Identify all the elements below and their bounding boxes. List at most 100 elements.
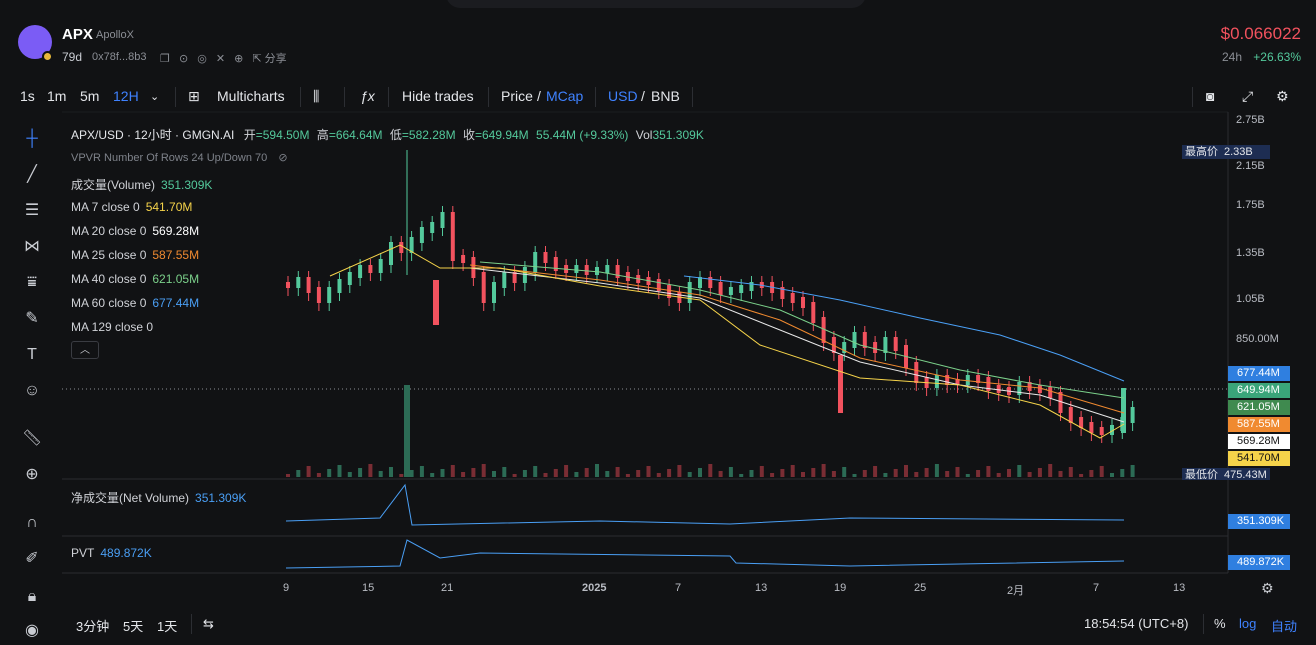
toolbar-divider bbox=[1192, 87, 1193, 107]
ma25-line bbox=[469, 264, 1125, 414]
close-value: =649.94M bbox=[474, 128, 529, 142]
atl-label: 最低价 bbox=[1185, 469, 1218, 480]
volume-bar bbox=[924, 468, 929, 477]
crosshair-icon[interactable]: ┼ bbox=[26, 130, 38, 147]
lock-icon[interactable]: 🔒︎ bbox=[27, 588, 37, 605]
candle-body bbox=[595, 267, 599, 275]
hide-trades-button[interactable]: Hide trades bbox=[402, 88, 474, 104]
log-toggle[interactable]: log bbox=[1239, 616, 1257, 631]
share-icon[interactable]: ⇱ bbox=[252, 53, 265, 65]
auto-toggle[interactable]: 自动 bbox=[1271, 619, 1298, 634]
eye-slash-icon[interactable]: ⊘ bbox=[278, 152, 288, 164]
volume-bar bbox=[502, 467, 507, 477]
net-volume-legend: 净成交量(Net Volume) 351.309K bbox=[71, 489, 246, 506]
pvt-label: PVT bbox=[71, 546, 95, 560]
magnet-icon[interactable]: ∩ bbox=[26, 514, 38, 531]
volume-bar bbox=[625, 474, 630, 477]
candle-body bbox=[461, 255, 466, 263]
interval-12h[interactable]: 12H bbox=[113, 88, 139, 104]
bottom-bar: 3分钟 5天 1天 ⇆ 18:54:54 (UTC+8) % log 自动 bbox=[0, 608, 1316, 638]
axis-settings-icon[interactable]: ⚙ bbox=[1261, 580, 1274, 596]
candle-body bbox=[873, 342, 878, 353]
pvt-legend: PVT 489.872K bbox=[71, 546, 152, 560]
x-tick-label: 7 bbox=[1093, 582, 1100, 594]
fib-icon[interactable]: ⩸ bbox=[27, 274, 37, 291]
candle-body bbox=[430, 222, 435, 233]
candle-body bbox=[378, 259, 383, 273]
candle-body bbox=[780, 287, 785, 299]
header-social-icons[interactable]: ❐ ⊙ ◎ ✕ ⊕ ⇱分享 bbox=[160, 50, 287, 66]
net-volume-line bbox=[285, 483, 1125, 526]
candle-body bbox=[419, 227, 424, 243]
legend-label: MA 20 close 0 bbox=[71, 224, 147, 238]
chart-title: APX/USD · 12小时 · GMGN.AI bbox=[71, 128, 235, 142]
percent-toggle[interactable]: % bbox=[1214, 616, 1226, 631]
candle-body bbox=[625, 272, 630, 281]
ruler-icon[interactable]: 📏︎ bbox=[21, 430, 43, 447]
candle-body bbox=[306, 277, 311, 293]
collapse-legend-button[interactable]: ︿ bbox=[71, 341, 99, 359]
volume-bar bbox=[564, 465, 569, 477]
candle-body bbox=[389, 242, 393, 265]
lock-drawing-icon[interactable]: ✐ bbox=[25, 550, 39, 567]
search-icon[interactable]: ⊙ bbox=[178, 53, 192, 65]
trend-line-icon[interactable]: ╱ bbox=[27, 166, 37, 183]
interval-dropdown-icon[interactable]: ⌄ bbox=[150, 91, 160, 103]
candle-body bbox=[358, 265, 363, 278]
text-icon[interactable]: T bbox=[27, 346, 37, 363]
volume-bar bbox=[296, 470, 301, 477]
open-label: 开 bbox=[243, 128, 256, 142]
candle-body bbox=[842, 342, 847, 353]
top-search-bar[interactable] bbox=[446, 0, 866, 8]
candle-body bbox=[502, 272, 507, 288]
candle-body bbox=[718, 282, 723, 295]
candle-type-icon[interactable]: ⫼ bbox=[313, 88, 320, 104]
interval-1m[interactable]: 1m bbox=[47, 88, 67, 104]
eye-icon[interactable]: ◉ bbox=[25, 622, 39, 639]
emoji-icon[interactable]: ☺ bbox=[23, 382, 41, 399]
share-label[interactable]: 分享 bbox=[264, 53, 287, 65]
settings-icon[interactable]: ⚙ bbox=[1276, 88, 1289, 104]
camera-icon[interactable]: ◙ bbox=[1206, 88, 1215, 104]
slash-separator: / bbox=[537, 88, 541, 104]
volume-bar bbox=[1037, 468, 1042, 477]
indicators-icon[interactable]: ƒx bbox=[360, 88, 375, 104]
usd-toggle[interactable]: USD bbox=[608, 88, 638, 104]
interval-5m[interactable]: 5m bbox=[80, 88, 100, 104]
globe-icon[interactable]: ⊕ bbox=[234, 53, 247, 65]
multicharts-button[interactable]: Multicharts bbox=[217, 88, 285, 104]
candle-body bbox=[296, 277, 301, 288]
range-3min[interactable]: 3分钟 bbox=[76, 619, 110, 634]
candle-body bbox=[862, 332, 867, 348]
mcap-toggle[interactable]: MCap bbox=[546, 88, 584, 104]
telegram-icon[interactable]: ◎ bbox=[197, 53, 210, 65]
pattern-icon[interactable]: ⋈ bbox=[24, 238, 40, 255]
price-toggle[interactable]: Price bbox=[501, 88, 533, 104]
brush-icon[interactable]: ✎ bbox=[25, 310, 39, 327]
change-value: 55.44M (+9.33%) bbox=[536, 128, 629, 142]
volume-bar bbox=[368, 464, 373, 477]
x-icon[interactable]: ✕ bbox=[215, 53, 229, 65]
legend-label: 成交量(Volume) bbox=[71, 178, 156, 192]
candle-body bbox=[934, 375, 939, 388]
bnb-toggle[interactable]: BNB bbox=[651, 88, 680, 104]
clock-time[interactable]: 18:54:54 (UTC+8) bbox=[1084, 616, 1189, 631]
zoom-in-icon[interactable]: ⊕ bbox=[25, 466, 39, 483]
volume-bar bbox=[770, 473, 775, 477]
volume-bar bbox=[687, 472, 692, 477]
interval-1s[interactable]: 1s bbox=[20, 88, 35, 104]
add-chart-icon[interactable]: ⊞ bbox=[188, 88, 200, 104]
price-tag: 541.70M bbox=[1228, 451, 1290, 466]
range-5d[interactable]: 5天 bbox=[123, 619, 144, 634]
goto-date-icon[interactable]: ⇆ bbox=[203, 616, 214, 631]
horizontal-lines-icon[interactable]: ☰ bbox=[24, 202, 40, 219]
volume-bar bbox=[389, 467, 393, 477]
range-1d[interactable]: 1天 bbox=[157, 619, 178, 634]
copy-icon[interactable]: ❐ bbox=[160, 53, 173, 65]
toolbar-divider bbox=[175, 87, 176, 107]
y-tick-label: 1.75B bbox=[1236, 199, 1265, 211]
fullscreen-icon[interactable]: ⤢ bbox=[1242, 88, 1254, 104]
y-tick-label: 2.75B bbox=[1236, 114, 1265, 126]
token-address[interactable]: 0x78f...8b3 bbox=[92, 51, 147, 63]
